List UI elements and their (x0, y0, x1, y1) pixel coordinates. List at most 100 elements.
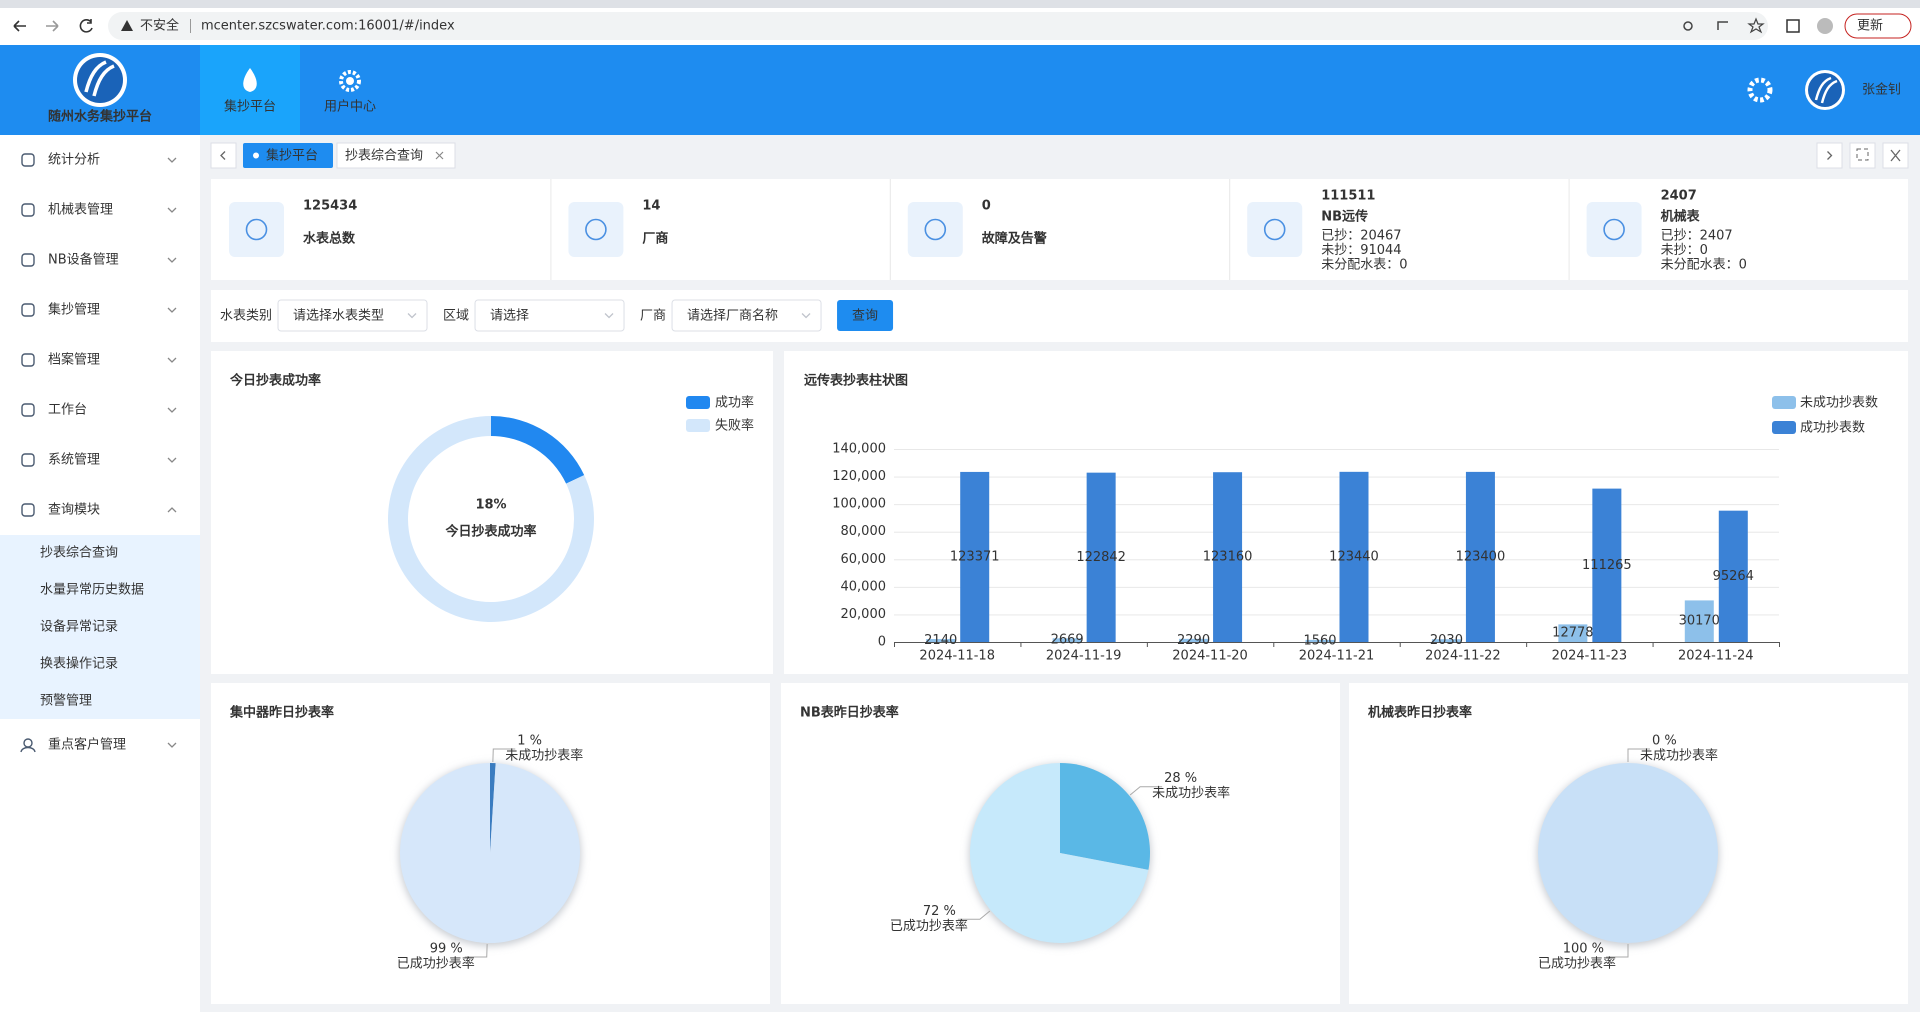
filter-placeholder[interactable]: 请选择厂商名称 (687, 308, 778, 324)
tab-label[interactable]: 集抄平台 (266, 148, 318, 164)
bar[interactable] (1305, 639, 1335, 642)
update-label[interactable]: 更新 (1857, 18, 1883, 34)
bar-value-label: 123160 (1203, 550, 1253, 565)
legend-swatch (686, 419, 710, 432)
menu-item[interactable]: 集抄管理 (48, 302, 100, 318)
tab-inactive[interactable] (336, 142, 456, 169)
user-name[interactable]: 张金钊 (1862, 82, 1901, 98)
tab-active[interactable] (243, 143, 333, 168)
security-label: 不安全 (140, 18, 179, 34)
menu-item[interactable]: 查询模块 (48, 503, 100, 518)
x-tick-label: 2024-11-20 (1172, 649, 1248, 664)
legend-swatch (1772, 396, 1796, 409)
menu-item[interactable]: 统计分析 (48, 153, 100, 168)
submenu-item[interactable]: 抄表综合查询 (40, 546, 118, 561)
stats-card (211, 179, 1908, 280)
legend-swatch (686, 396, 710, 409)
settings-icon[interactable] (1747, 77, 1773, 103)
menu-icon (21, 153, 35, 167)
tab-prev[interactable] (210, 142, 237, 169)
filter-placeholder[interactable]: 请选择 (490, 309, 529, 324)
x-tick-label: 2024-11-24 (1678, 649, 1754, 664)
stat-detail: 已抄：2407 (1661, 229, 1733, 244)
menu-item[interactable]: 机械表管理 (48, 203, 113, 218)
filter-select[interactable] (277, 299, 428, 332)
chevron-icon (1827, 151, 1833, 160)
grid-line (894, 586, 1779, 588)
grid-line (894, 504, 1779, 506)
bookmark-icon[interactable] (1747, 17, 1765, 34)
pie-value-label: 28 % (1164, 771, 1197, 786)
bar[interactable] (926, 639, 956, 642)
chart-title: 远传表抄表柱状图 (804, 373, 908, 389)
menu-item[interactable]: 系统管理 (48, 453, 100, 468)
stat-icon (1263, 218, 1286, 241)
bar[interactable] (1718, 510, 1748, 642)
tab-tool-button[interactable] (1849, 142, 1876, 169)
bar[interactable] (1465, 471, 1495, 642)
bar[interactable] (1086, 472, 1116, 642)
legend-label[interactable]: 未成功抄表数 (1800, 396, 1878, 411)
tab-close[interactable] (435, 151, 444, 160)
nav-item[interactable]: 集抄平台 (224, 99, 276, 115)
menu-item[interactable]: 重点客户管理 (48, 737, 126, 753)
bar[interactable] (1339, 471, 1369, 642)
tab-tool-button[interactable] (1816, 142, 1843, 169)
submenu-item[interactable]: 设备异常记录 (40, 619, 118, 635)
stats-divider (1229, 179, 1231, 280)
stat-detail: 未抄：0 (1661, 243, 1708, 258)
bar[interactable] (960, 471, 990, 642)
chevron-icon (167, 157, 177, 163)
chevron-icon (220, 151, 226, 160)
tab-dot (253, 152, 259, 159)
bar[interactable] (1592, 488, 1622, 642)
stat-value: 2407 (1661, 189, 1697, 204)
bar[interactable] (1052, 638, 1082, 642)
bar[interactable] (1684, 600, 1714, 642)
top-header (0, 45, 1920, 135)
bar-value-label: 95264 (1713, 569, 1754, 584)
menu-item[interactable]: NB设备管理 (48, 252, 119, 268)
forward-button[interactable] (46, 20, 59, 32)
label-leader (1606, 944, 1629, 958)
tab-label[interactable]: 抄表综合查询 (345, 149, 423, 164)
legend-label[interactable]: 成功抄表数 (1800, 421, 1865, 436)
submenu-item[interactable]: 换表操作记录 (40, 656, 118, 672)
submenu-bg (0, 535, 200, 719)
bar[interactable] (1213, 472, 1243, 642)
filter-select[interactable] (474, 299, 625, 332)
pie-value-label: 100 % (1563, 942, 1604, 957)
submenu-item[interactable]: 预警管理 (40, 693, 92, 709)
legend-label[interactable]: 成功率 (715, 395, 754, 411)
menu-item[interactable]: 工作台 (48, 403, 87, 418)
pie-slice[interactable] (970, 763, 1149, 944)
bar[interactable] (1558, 624, 1588, 642)
bar-value-label: 123371 (950, 549, 1000, 564)
pie-slice[interactable] (1538, 763, 1718, 943)
pie-slice[interactable] (400, 763, 581, 944)
submenu-item[interactable]: 水量异常历史数据 (40, 583, 144, 598)
filter-placeholder[interactable]: 请选择水表类型 (293, 309, 384, 324)
x-tick-label: 2024-11-22 (1425, 649, 1501, 664)
pie-category-label: 未成功抄表率 (1640, 748, 1718, 764)
update-button[interactable] (1844, 13, 1912, 39)
y-tick-label: 120,000 (832, 469, 886, 484)
bar[interactable] (1179, 638, 1209, 642)
bar[interactable] (1431, 639, 1461, 642)
legend-label[interactable]: 失败率 (715, 418, 754, 434)
stat-icon (924, 218, 947, 241)
address-bar[interactable] (108, 12, 1768, 40)
pie-slice[interactable] (1060, 763, 1150, 870)
search-button[interactable] (837, 300, 894, 331)
address-separator (190, 19, 191, 33)
logo-wave (84, 60, 115, 97)
menu-item[interactable]: 档案管理 (48, 353, 100, 368)
search-button-label[interactable]: 查询 (852, 309, 878, 324)
pie-slice[interactable] (490, 763, 496, 853)
back-button[interactable] (13, 20, 26, 32)
nav-item[interactable]: 用户中心 (324, 99, 376, 115)
stat-value: 111511 (1321, 189, 1375, 204)
stat-detail: 未抄：91044 (1321, 243, 1401, 258)
filter-select[interactable] (671, 299, 822, 332)
reload-button[interactable] (79, 19, 93, 33)
